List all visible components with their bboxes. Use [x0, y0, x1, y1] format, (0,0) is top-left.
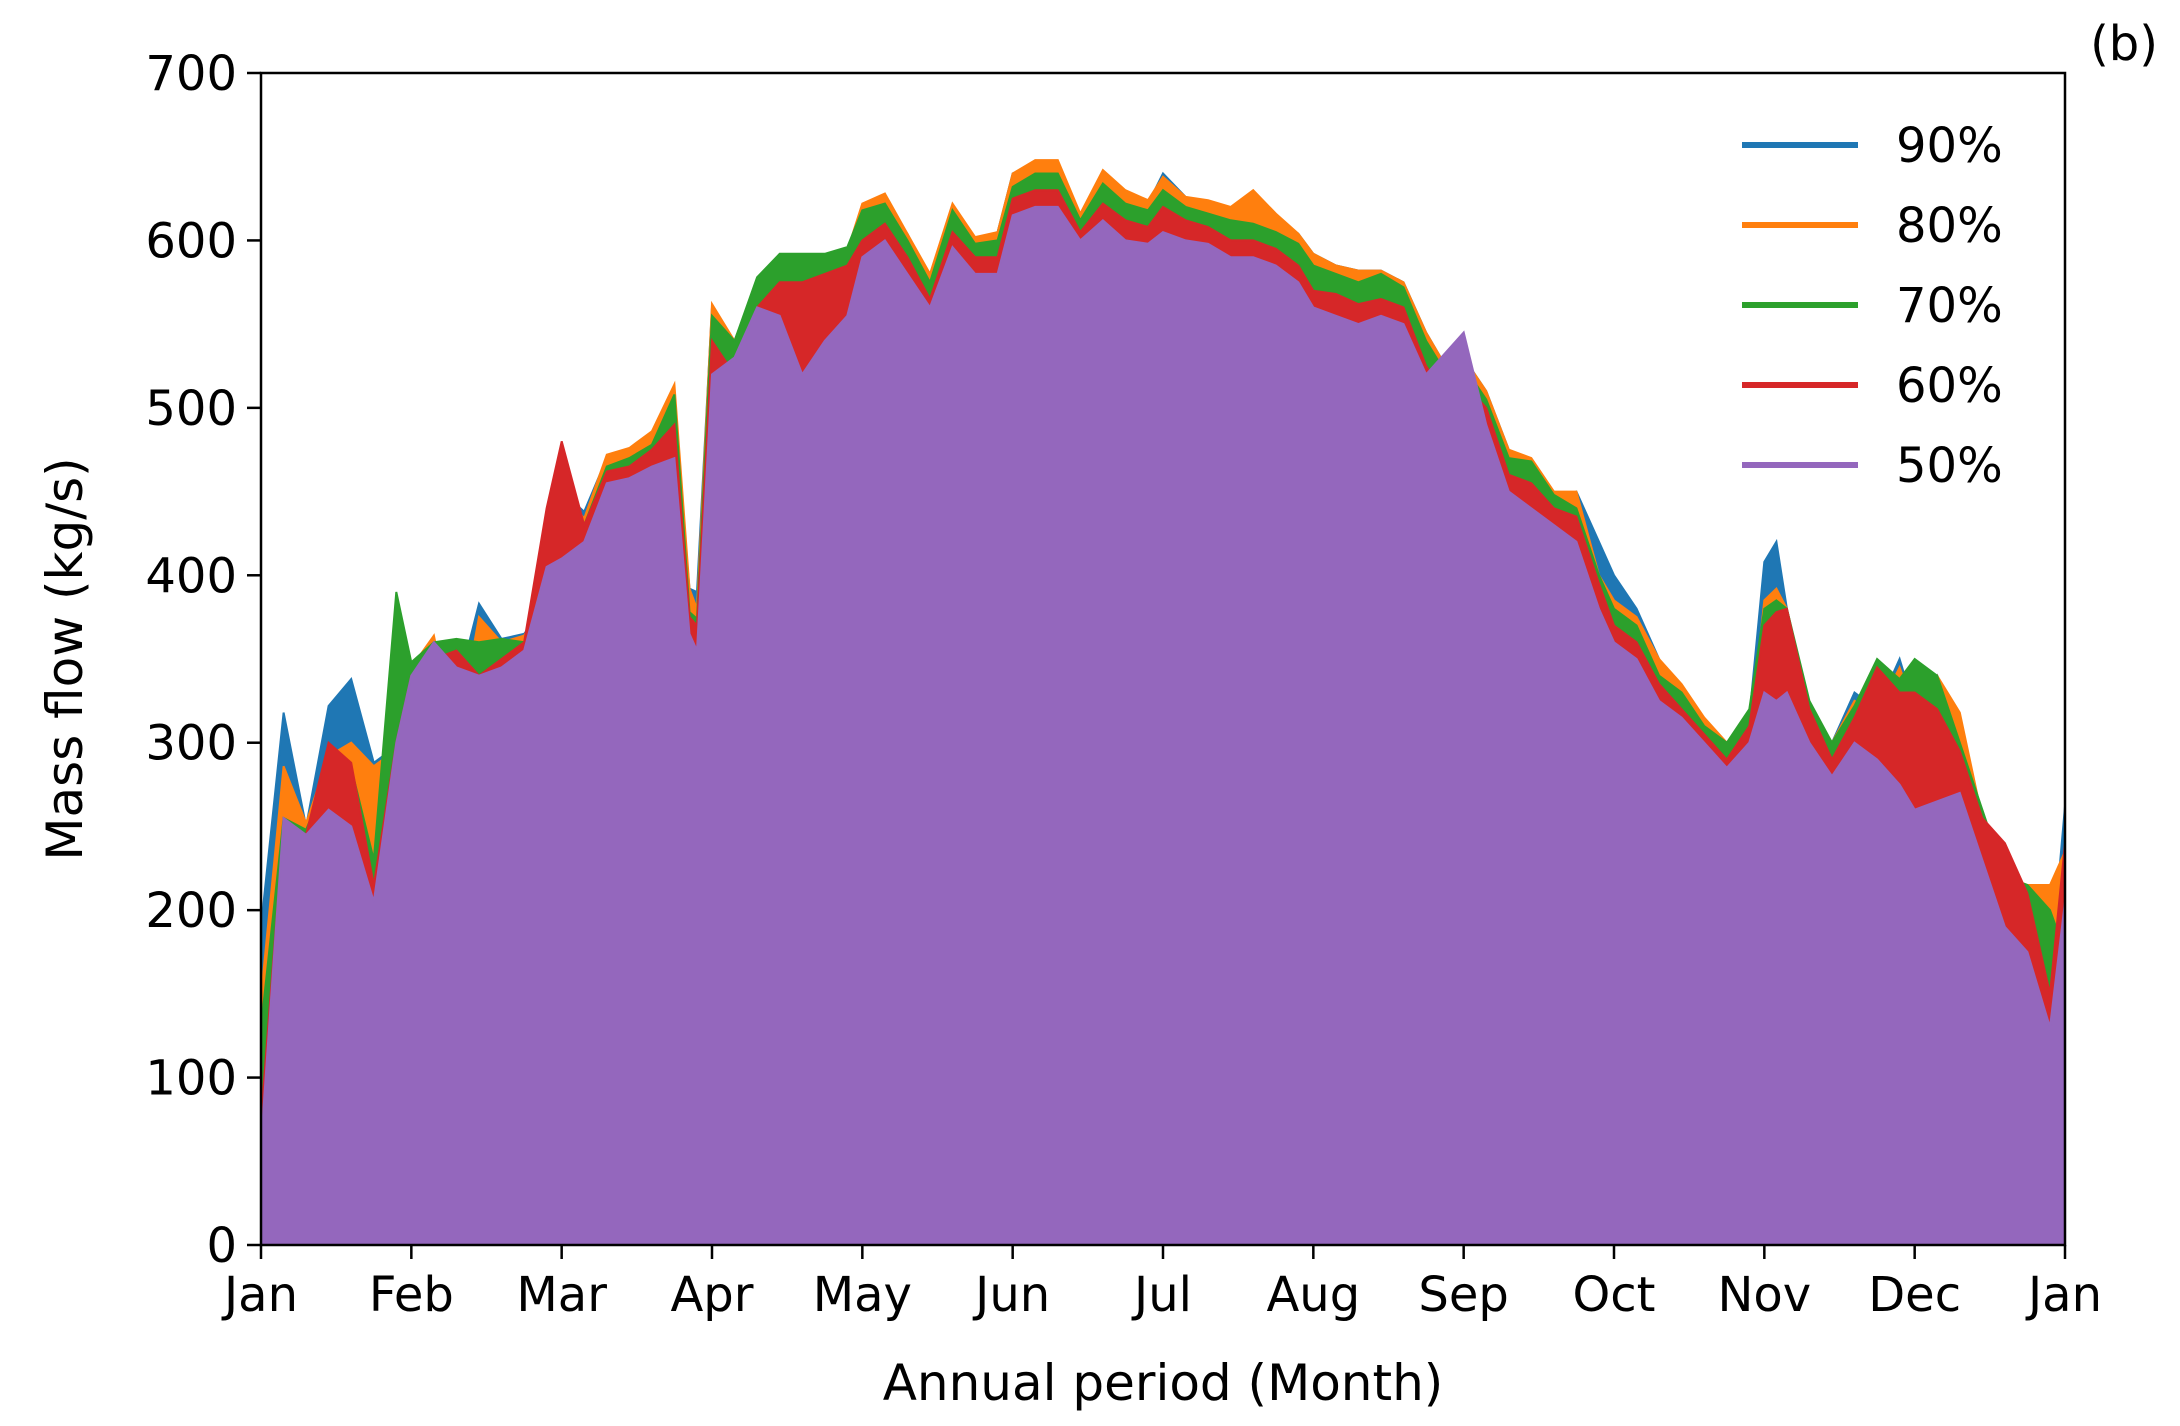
x-tick-label: Jul	[1131, 1267, 1192, 1323]
x-tick-label: Feb	[369, 1267, 454, 1323]
y-tick-label: 600	[145, 213, 237, 269]
y-tick-label: 500	[145, 381, 237, 437]
y-axis: 0 100 200 300 400 500 600 700	[145, 46, 261, 1274]
x-tick-label: Jun	[972, 1267, 1050, 1323]
legend-label-50pct: 50%	[1896, 438, 2003, 494]
x-tick-label: Aug	[1266, 1267, 1360, 1323]
y-tick-label: 400	[145, 548, 237, 604]
y-tick-label: 300	[145, 716, 237, 772]
series-layer	[261, 159, 2065, 1245]
x-tick-label: Apr	[670, 1267, 753, 1323]
x-tick-label: May	[813, 1267, 912, 1323]
x-tick-label: Oct	[1573, 1267, 1656, 1323]
legend-label-80pct: 80%	[1896, 198, 2003, 254]
x-tick-label: Jan	[2025, 1267, 2102, 1323]
y-tick-label: 100	[145, 1051, 237, 1107]
y-tick-label: 200	[145, 883, 237, 939]
x-tick-label: Dec	[1868, 1267, 1961, 1323]
y-axis-label: Mass flow (kg/s)	[36, 457, 94, 860]
x-tick-label: Jan	[221, 1267, 298, 1323]
legend-label-60pct: 60%	[1896, 358, 2003, 414]
legend-label-90pct: 90%	[1896, 118, 2003, 174]
x-tick-label: Sep	[1418, 1267, 1508, 1323]
y-tick-label: 0	[206, 1218, 237, 1274]
x-axis: Jan Feb Mar Apr May Jun Jul Aug Sep Oct Nov Dec Jan	[221, 1245, 2102, 1323]
series-area-50pct	[261, 205, 2065, 1245]
legend-label-70pct: 70%	[1896, 278, 2003, 334]
x-axis-label: Annual period (Month)	[883, 1354, 1444, 1412]
x-tick-label: Mar	[516, 1267, 607, 1323]
y-tick-label: 700	[145, 46, 237, 102]
panel-label: (b)	[2090, 16, 2158, 72]
legend: 90% 80% 70% 60% 50%	[1742, 118, 2003, 494]
x-tick-label: Nov	[1717, 1267, 1811, 1323]
